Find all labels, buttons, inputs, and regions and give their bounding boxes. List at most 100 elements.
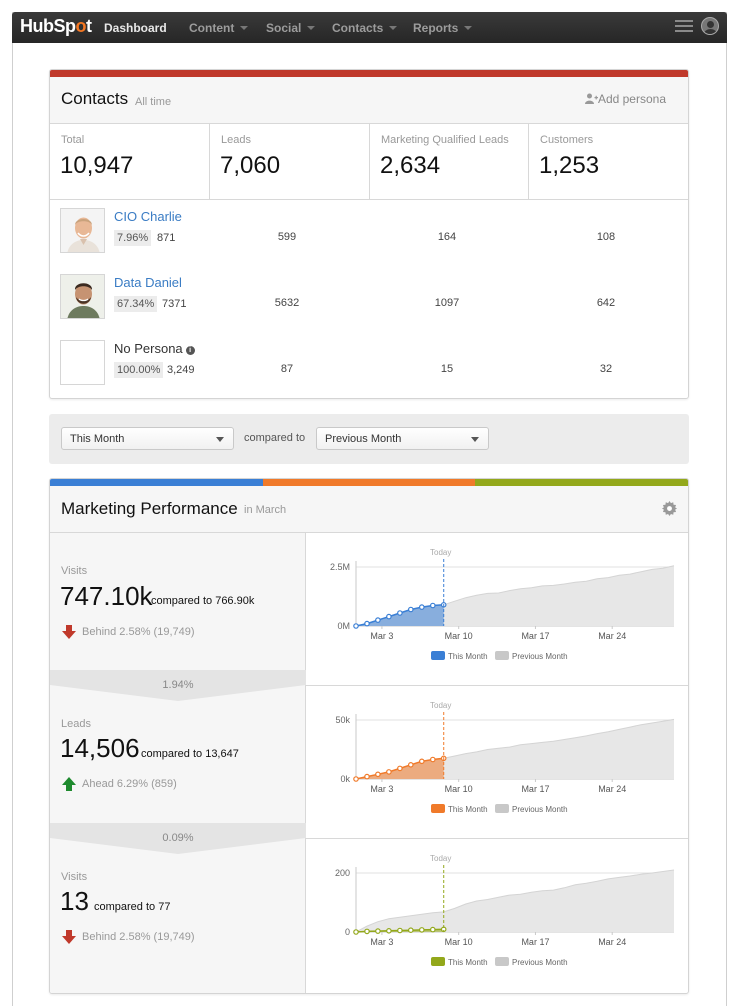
hubspot-logo[interactable]: HubSpot [20, 16, 92, 36]
chevron-down-icon [464, 26, 473, 30]
persona-row[interactable]: No Persona i 100.00% 3,249 87 15 32 [50, 333, 688, 393]
nav-contacts[interactable]: Contacts [332, 21, 398, 35]
metric-compare: compared to 77 [94, 901, 171, 913]
persona-row[interactable]: CIO Charlie 7.96% 871 599 164 108 [50, 201, 688, 261]
performance-accent-bar [50, 479, 688, 486]
persona-leads: 599 [277, 231, 297, 243]
contacts-card: Contacts All time Add persona Total 10,9… [49, 69, 689, 399]
chevron-down-icon [471, 437, 479, 442]
contacts-subtitle: All time [135, 96, 172, 108]
conversion-rate: 1.94% [162, 679, 194, 691]
arrow-up-icon [62, 777, 76, 791]
stat-mql: Marketing Qualified Leads 2,634 [370, 124, 529, 200]
stat-label: Customers [540, 134, 594, 146]
persona-row[interactable]: Data Daniel 67.34% 7371 5632 1097 642 [50, 267, 688, 327]
performance-header: Marketing Performance in March [50, 486, 688, 533]
nav-dashboard[interactable]: Dashboard [104, 21, 167, 35]
legend-swatch [431, 651, 445, 660]
top-navbar: HubSpot Dashboard Content Social Contact… [12, 12, 727, 43]
info-icon[interactable]: i [185, 346, 195, 355]
contacts-accent-bar [50, 70, 688, 77]
user-avatar-icon[interactable] [701, 17, 719, 35]
x-tick-label: Mar 24 [598, 631, 626, 641]
legend-label: Previous Month [512, 958, 568, 967]
data-point [430, 756, 436, 763]
persona-mql: 1097 [434, 297, 460, 309]
persona-name[interactable]: Data Daniel [114, 275, 182, 290]
visits-chart: 200 0 Today Mar 3 Mar 10 Mar 17 Mar 24 This Mon… [335, 854, 675, 967]
x-tick-label: Mar 3 [370, 631, 393, 641]
data-point [419, 758, 425, 765]
data-point [386, 769, 392, 775]
data-point [353, 776, 359, 782]
charts-column: 2.5M 0M Today Mar 3 Mar 10 Mar 17 Mar 24 This M… [306, 533, 688, 993]
data-point [408, 606, 414, 613]
leads-chart: 50k 0k Today Mar 3 Mar 10 Mar 17 Mar 24 This Mo… [335, 701, 675, 814]
stat-value: 10,947 [60, 152, 134, 179]
stat-value: 2,634 [380, 152, 441, 179]
data-point [419, 927, 425, 933]
date-filter-bar: This Month compared to Previous Month [49, 414, 689, 464]
y-tick-label: 0k [340, 774, 350, 784]
stat-total: Total 10,947 [50, 124, 210, 200]
today-label: Today [430, 548, 451, 557]
data-point [364, 620, 370, 627]
add-person-icon[interactable] [585, 93, 598, 104]
y-tick-label: 50k [335, 715, 350, 725]
persona-mql: 15 [440, 363, 454, 375]
chevron-down-icon [216, 437, 224, 442]
today-label: Today [430, 854, 451, 863]
performance-subtitle: in March [244, 504, 287, 516]
data-point [408, 927, 414, 934]
legend-label: Previous Month [512, 805, 568, 814]
divider [306, 685, 688, 686]
persona-count: 3,249 [167, 364, 195, 376]
data-point [419, 604, 425, 610]
performance-title: Marketing Performance [61, 499, 238, 518]
nav-social[interactable]: Social [266, 21, 316, 35]
persona-leads: 87 [280, 363, 294, 375]
metrics-column: Visits 747.10k compared to 766.90k Behin… [50, 533, 306, 993]
data-point [353, 623, 359, 629]
y-tick-label: 0 [345, 927, 350, 937]
nav-content[interactable]: Content [189, 21, 249, 35]
x-tick-label: Mar 10 [445, 784, 473, 794]
metric-trend: Behind 2.58% (19,749) [82, 931, 195, 943]
comparison-select[interactable]: Previous Month [316, 427, 489, 450]
data-point [364, 928, 370, 935]
legend-swatch [495, 957, 509, 966]
metric-value: 13 [60, 886, 89, 916]
x-tick-label: Mar 3 [370, 937, 393, 947]
stat-value: 7,060 [220, 152, 281, 179]
persona-mql: 164 [437, 231, 457, 243]
metric-compare: compared to 13,647 [141, 748, 239, 760]
chevron-down-icon [307, 26, 316, 30]
stat-leads: Leads 7,060 [210, 124, 370, 200]
chevron-down-icon [240, 26, 249, 30]
previous-month-area [356, 870, 674, 932]
metric-label: Visits [61, 565, 88, 577]
nav-reports[interactable]: Reports [413, 21, 473, 35]
metric-label: Leads [61, 718, 91, 730]
x-tick-label: Mar 10 [445, 631, 473, 641]
data-point [386, 928, 392, 934]
x-tick-label: Mar 3 [370, 784, 393, 794]
y-tick-label: 200 [335, 868, 350, 878]
stat-label: Marketing Qualified Leads [381, 134, 509, 146]
compared-to-label: compared to [244, 432, 306, 444]
arrow-down-icon [62, 625, 76, 639]
previous-month-line [355, 869, 675, 933]
visits-chart: 2.5M 0M Today Mar 3 Mar 10 Mar 17 Mar 24 This M… [330, 548, 675, 661]
period-select[interactable]: This Month [61, 427, 234, 450]
data-point [397, 610, 403, 616]
menu-icon[interactable] [675, 20, 693, 34]
persona-name[interactable]: CIO Charlie [114, 209, 182, 224]
legend-swatch [495, 651, 509, 660]
gear-icon[interactable] [662, 501, 677, 516]
add-persona-link[interactable]: Add persona [597, 92, 666, 106]
metric-visits: Visits 747.10k compared to 766.90k Behin… [50, 533, 306, 670]
data-point [386, 613, 392, 620]
stat-label: Leads [221, 134, 251, 146]
legend-label: This Month [448, 805, 488, 814]
marketing-performance-card: Marketing Performance in March Visits 74… [49, 478, 689, 994]
